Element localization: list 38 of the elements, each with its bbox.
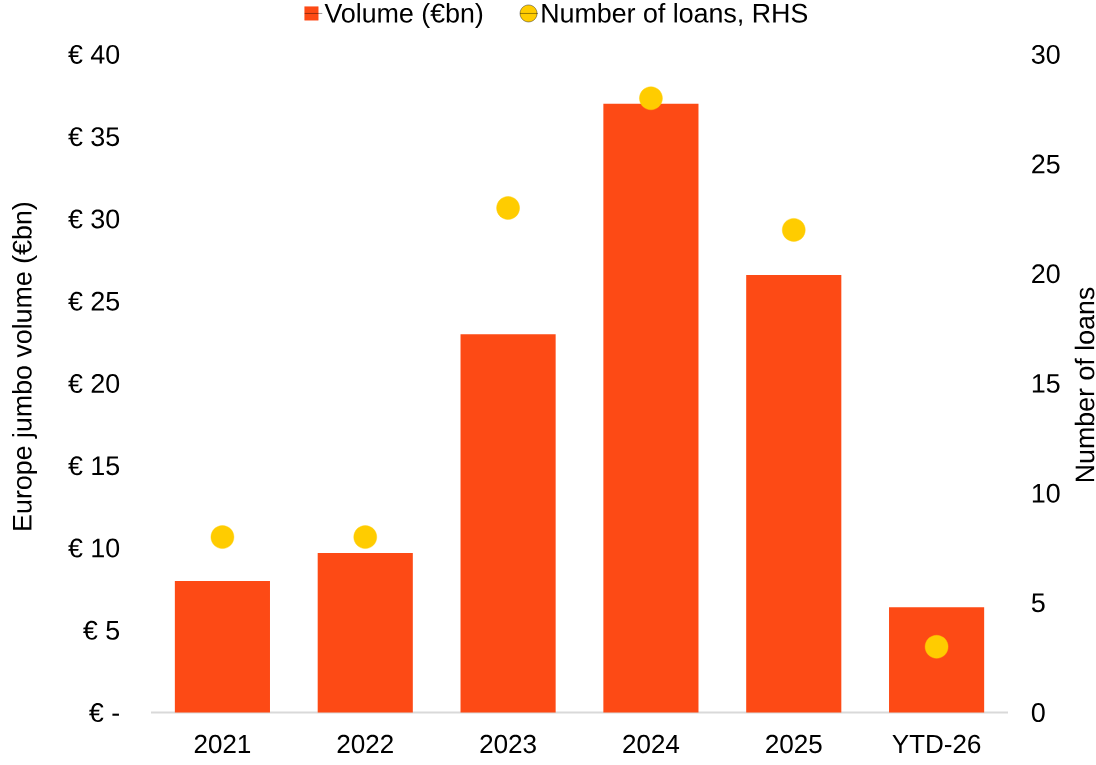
y-tick-label: € - bbox=[89, 703, 119, 723]
bar bbox=[174, 580, 270, 713]
y-tick-label: € 20 bbox=[68, 374, 120, 393]
y-tick-label: € 30 bbox=[68, 209, 120, 229]
y2-tick-label: 20 bbox=[1032, 264, 1060, 284]
y2-tick-label: 25 bbox=[1032, 154, 1060, 174]
y-tick-label: € 15 bbox=[68, 456, 120, 476]
y2-tick-label: 10 bbox=[1032, 483, 1060, 503]
legend-label: Volume (€bn) bbox=[324, 3, 483, 28]
bar bbox=[746, 274, 842, 713]
legend-label: Number of loans, RHS bbox=[542, 3, 808, 26]
x-tick-label: 2024 bbox=[623, 734, 680, 754]
y-tick-label: € 25 bbox=[68, 291, 120, 311]
y-tick-label: € 40 bbox=[68, 44, 120, 64]
y2-tick-label: 0 bbox=[1031, 703, 1045, 723]
y-axis-title: Europe jumbo volume (€bn) bbox=[12, 202, 37, 530]
x-tick-label: 2023 bbox=[480, 734, 536, 754]
y2-tick-label: 15 bbox=[1032, 374, 1060, 393]
point bbox=[639, 86, 663, 110]
x-tick-label: 2025 bbox=[766, 734, 822, 754]
point bbox=[353, 525, 377, 549]
point bbox=[782, 218, 806, 242]
y2-tick-label: 5 bbox=[1031, 593, 1045, 613]
bar bbox=[889, 607, 985, 713]
point bbox=[210, 525, 235, 549]
y2-axis-title: Number of loans bbox=[1074, 287, 1095, 482]
y-tick-label: € 10 bbox=[68, 538, 120, 558]
x-tick-label: YTD-26 bbox=[892, 734, 981, 754]
x-tick-label: 2022 bbox=[337, 734, 393, 754]
y-tick-label: € 35 bbox=[68, 127, 120, 147]
bar bbox=[317, 552, 413, 713]
y-tick-label: € 5 bbox=[83, 620, 120, 640]
bar bbox=[603, 103, 699, 713]
x-tick-label: 2021 bbox=[194, 734, 251, 754]
point bbox=[496, 196, 520, 220]
y2-tick-label: 30 bbox=[1031, 44, 1060, 64]
point bbox=[924, 635, 949, 659]
bar bbox=[460, 334, 556, 713]
